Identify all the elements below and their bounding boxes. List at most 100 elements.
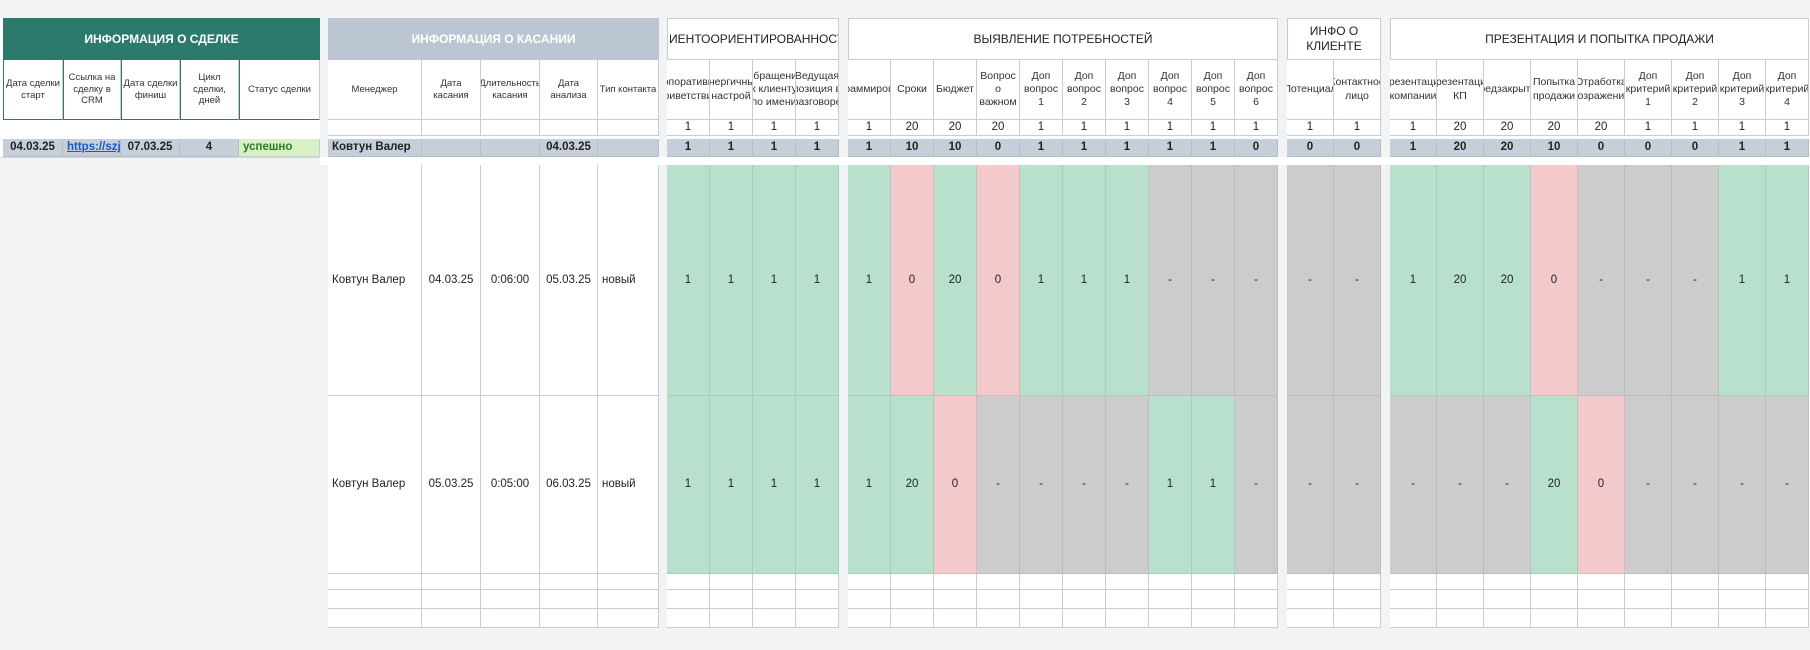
empty-cell[interactable] (934, 590, 977, 609)
score-cell[interactable]: - (1235, 396, 1278, 574)
column-header[interactable]: Доп критерий 1 (1625, 60, 1672, 120)
score-cell[interactable]: 1 (796, 165, 839, 396)
empty-cell[interactable] (1672, 574, 1719, 590)
empty-cell[interactable] (540, 590, 598, 609)
empty-cell[interactable] (328, 574, 422, 590)
score-cell[interactable]: 1 (667, 165, 710, 396)
column-header[interactable]: Дата сделки финиш (121, 60, 180, 120)
empty-cell[interactable] (1390, 574, 1437, 590)
empty-cell[interactable] (598, 574, 659, 590)
empty-cell[interactable] (328, 590, 422, 609)
column-header[interactable]: Энергичный настрой (710, 60, 753, 120)
score-cell[interactable]: 0 (1578, 396, 1625, 574)
empty-cell[interactable] (1020, 590, 1063, 609)
empty-cell[interactable] (977, 574, 1020, 590)
crm-deal-link[interactable]: https://szj (63, 139, 121, 157)
column-header[interactable]: Контактное лицо (1334, 60, 1381, 120)
empty-cell[interactable] (1484, 609, 1531, 628)
score-cell[interactable]: 1 (1149, 396, 1192, 574)
score-cell[interactable]: 1 (848, 165, 891, 396)
empty-cell[interactable] (1192, 574, 1235, 590)
column-header[interactable]: Доп критерий 3 (1719, 60, 1766, 120)
empty-cell[interactable] (934, 574, 977, 590)
column-header[interactable]: Доп вопрос 3 (1106, 60, 1149, 120)
score-cell[interactable]: - (977, 396, 1020, 574)
score-cell[interactable]: - (1063, 396, 1106, 574)
column-header[interactable]: Ссылка на сделку в CRM (63, 60, 121, 120)
score-cell[interactable]: - (1625, 165, 1672, 396)
empty-cell[interactable] (1063, 609, 1106, 628)
empty-cell[interactable] (1578, 609, 1625, 628)
contact-cell[interactable]: новый (598, 165, 659, 396)
score-cell[interactable]: - (1437, 396, 1484, 574)
score-cell[interactable]: - (1192, 165, 1235, 396)
column-header[interactable]: Доп вопрос 6 (1235, 60, 1278, 120)
crm-link-text[interactable]: https://szj (67, 141, 121, 154)
contact-cell[interactable]: 04.03.25 (422, 165, 481, 396)
empty-cell[interactable] (1192, 609, 1235, 628)
empty-cell[interactable] (710, 609, 753, 628)
column-header[interactable]: Презентация КП (1437, 60, 1484, 120)
column-header[interactable]: Вопрос о важном (977, 60, 1020, 120)
contact-cell[interactable]: 06.03.25 (540, 396, 598, 574)
empty-cell[interactable] (1235, 609, 1278, 628)
column-header[interactable]: Доп критерий 2 (1672, 60, 1719, 120)
empty-cell[interactable] (753, 574, 796, 590)
empty-cell[interactable] (1287, 609, 1334, 628)
column-header[interactable]: Корпоративное приветствие (667, 60, 710, 120)
empty-cell[interactable] (1106, 574, 1149, 590)
column-header[interactable]: Цикл сделки, дней (180, 60, 239, 120)
score-cell[interactable]: 1 (1063, 165, 1106, 396)
score-cell[interactable]: - (1287, 396, 1334, 574)
column-header[interactable]: Доп вопрос 2 (1063, 60, 1106, 120)
empty-cell[interactable] (1334, 609, 1381, 628)
empty-cell[interactable] (1149, 590, 1192, 609)
empty-cell[interactable] (1484, 574, 1531, 590)
score-cell[interactable]: - (1334, 165, 1381, 396)
score-cell[interactable]: 0 (1531, 165, 1578, 396)
empty-cell[interactable] (1149, 574, 1192, 590)
column-header[interactable]: Статус сделки (239, 60, 320, 120)
column-header[interactable]: Бюджет (934, 60, 977, 120)
score-cell[interactable]: 20 (891, 396, 934, 574)
empty-cell[interactable] (891, 574, 934, 590)
column-header[interactable]: Доп вопрос 4 (1149, 60, 1192, 120)
contact-cell[interactable]: 0:06:00 (481, 165, 540, 396)
empty-cell[interactable] (1531, 609, 1578, 628)
empty-cell[interactable] (1578, 574, 1625, 590)
empty-cell[interactable] (710, 590, 753, 609)
column-header[interactable]: Предзакрытие (1484, 60, 1531, 120)
column-header[interactable]: Дата касания (422, 60, 481, 120)
empty-cell[interactable] (422, 590, 481, 609)
score-cell[interactable]: 1 (1192, 396, 1235, 574)
score-cell[interactable]: 1 (1766, 165, 1809, 396)
empty-cell[interactable] (848, 574, 891, 590)
empty-cell[interactable] (710, 574, 753, 590)
empty-cell[interactable] (891, 609, 934, 628)
empty-cell[interactable] (1390, 590, 1437, 609)
empty-cell[interactable] (977, 590, 1020, 609)
column-header[interactable]: Менеджер (328, 60, 422, 120)
empty-cell[interactable] (1484, 590, 1531, 609)
empty-cell[interactable] (1437, 609, 1484, 628)
column-header[interactable]: Доп вопрос 5 (1192, 60, 1235, 120)
empty-cell[interactable] (891, 590, 934, 609)
column-header[interactable]: Отработка возражения (1578, 60, 1625, 120)
column-header[interactable]: Программирование (848, 60, 891, 120)
score-cell[interactable]: 20 (1484, 165, 1531, 396)
contact-cell[interactable]: Ковтун Валер (328, 396, 422, 574)
score-cell[interactable]: - (1766, 396, 1809, 574)
empty-cell[interactable] (848, 590, 891, 609)
column-header[interactable]: Потенциал (1287, 60, 1334, 120)
empty-cell[interactable] (667, 574, 710, 590)
empty-cell[interactable] (1766, 574, 1809, 590)
score-cell[interactable]: - (1719, 396, 1766, 574)
score-cell[interactable]: 1 (667, 396, 710, 574)
empty-cell[interactable] (328, 609, 422, 628)
empty-cell[interactable] (1235, 590, 1278, 609)
score-cell[interactable]: - (1149, 165, 1192, 396)
empty-cell[interactable] (1625, 609, 1672, 628)
score-cell[interactable]: - (1106, 396, 1149, 574)
empty-cell[interactable] (667, 609, 710, 628)
empty-cell[interactable] (1334, 590, 1381, 609)
